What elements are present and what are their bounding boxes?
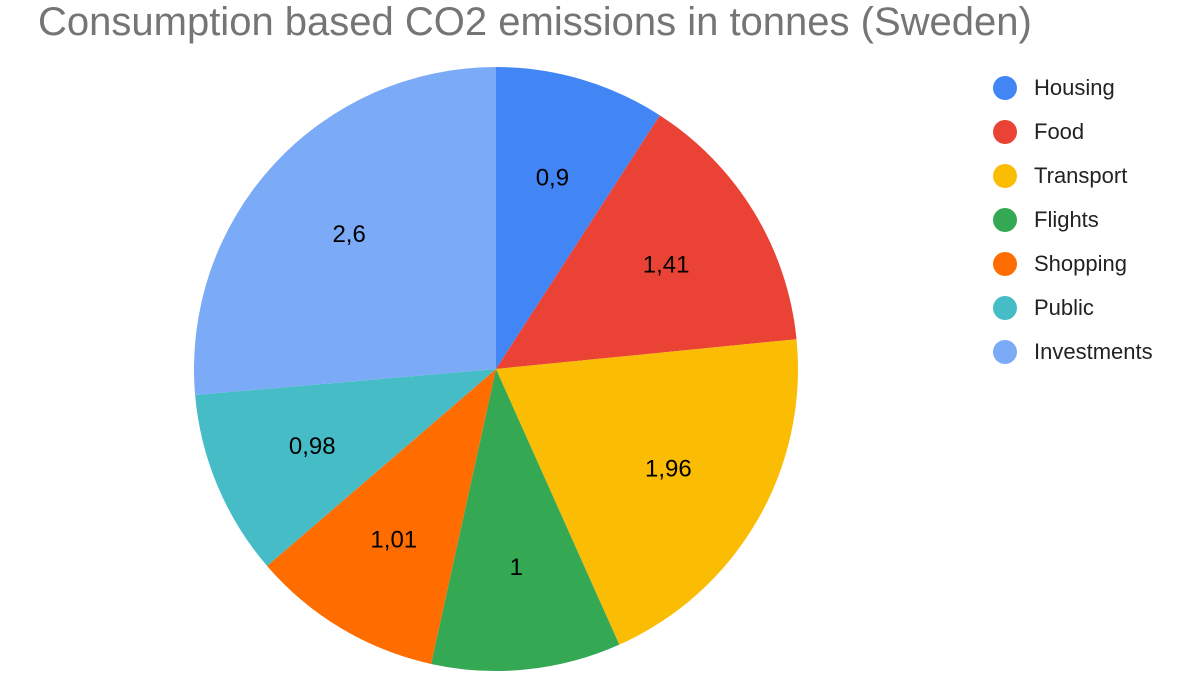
pie-slices xyxy=(194,67,798,671)
slice-label-housing: 0,9 xyxy=(536,164,569,191)
legend-label: Food xyxy=(1034,119,1085,144)
pie-slice-investments xyxy=(194,67,496,395)
legend-item-public: Public xyxy=(993,286,1153,330)
legend-swatch xyxy=(993,208,1017,232)
legend-swatch xyxy=(993,120,1017,144)
legend-swatch xyxy=(993,76,1017,100)
legend-label: Housing xyxy=(1034,75,1115,100)
legend-label: Transport xyxy=(1034,163,1128,188)
pie-slice-flights xyxy=(431,369,620,671)
legend-swatch xyxy=(993,340,1017,364)
pie-slice-labels: 0,9 1,41 1,96 1 1,01 0,98 2,6 xyxy=(289,164,692,580)
slice-label-shopping: 1,01 xyxy=(370,527,417,554)
slice-label-public: 0,98 xyxy=(289,433,336,460)
legend-item-food: Food xyxy=(993,110,1153,154)
legend-swatch xyxy=(993,296,1017,320)
legend-label: Flights xyxy=(1034,207,1099,232)
legend-item-transport: Transport xyxy=(993,154,1153,198)
legend-item-shopping: Shopping xyxy=(993,242,1153,286)
legend-label: Investments xyxy=(1034,339,1153,364)
pie-slice-transport xyxy=(496,339,798,645)
pie-slice-food xyxy=(496,115,797,369)
slice-label-flights: 1 xyxy=(510,554,523,581)
pie-slice-public xyxy=(195,369,496,566)
legend-label: Public xyxy=(1034,295,1094,320)
chart-title: Consumption based CO2 emissions in tonne… xyxy=(38,0,1032,44)
slice-label-food: 1,41 xyxy=(643,252,690,279)
pie-slice-shopping xyxy=(267,369,496,664)
slice-label-investments: 2,6 xyxy=(332,221,365,248)
legend-item-housing: Housing xyxy=(993,66,1153,110)
slice-label-transport: 1,96 xyxy=(645,456,692,483)
pie-slice-housing xyxy=(496,67,660,369)
legend-swatch xyxy=(993,252,1017,276)
legend: Housing Food Transport Flights Shopping Publi… xyxy=(993,66,1153,374)
legend-item-investments: Investments xyxy=(993,330,1153,374)
legend-item-flights: Flights xyxy=(993,198,1153,242)
legend-label: Shopping xyxy=(1034,251,1127,276)
legend-swatch xyxy=(993,164,1017,188)
